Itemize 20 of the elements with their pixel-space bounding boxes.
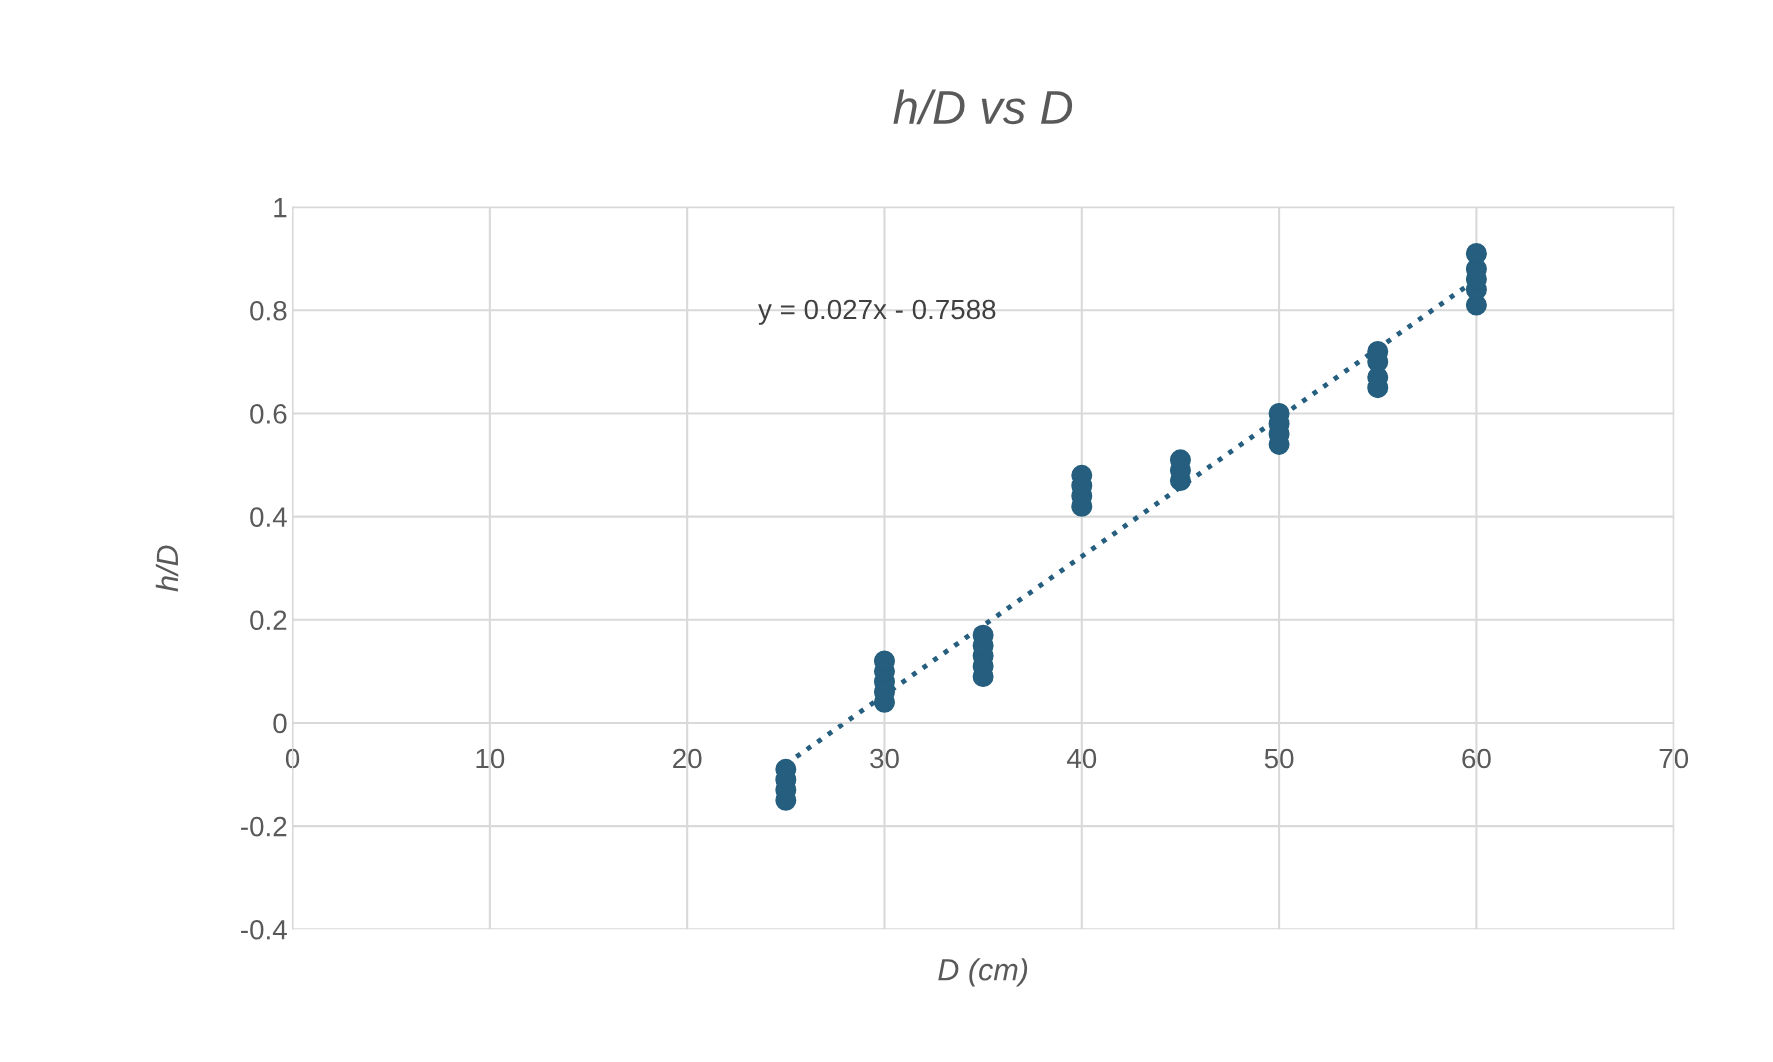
- y-tick-label: 0.2: [250, 610, 287, 631]
- y-tick-label: 1: [274, 198, 287, 218]
- x-tick-label: 30: [870, 748, 899, 769]
- y-tick-label: 0.8: [250, 300, 287, 321]
- y-tick-label: -0.4: [241, 919, 287, 940]
- y-tick-label: 0.4: [250, 507, 287, 527]
- annotation: y = 0.027x - 0.7588: [758, 299, 996, 325]
- y-axis-title: h/D: [155, 545, 179, 592]
- y-tick-label: -0.2: [241, 816, 287, 837]
- y-tick-label: 0.6: [250, 404, 287, 424]
- x-axis-title: D (cm): [938, 958, 1028, 987]
- y-tick-label: 0: [273, 713, 287, 734]
- chart-title: h/D vs D: [893, 89, 1073, 125]
- x-tick-label: 60: [1462, 748, 1491, 769]
- x-tick-label: 10: [476, 748, 505, 769]
- x-tick-label: 70: [1659, 748, 1689, 769]
- point: [1465, 242, 1487, 265]
- x-tick-label: 50: [1264, 748, 1294, 769]
- x-tick-label: 40: [1066, 748, 1097, 769]
- x-tick-label: 20: [673, 748, 702, 769]
